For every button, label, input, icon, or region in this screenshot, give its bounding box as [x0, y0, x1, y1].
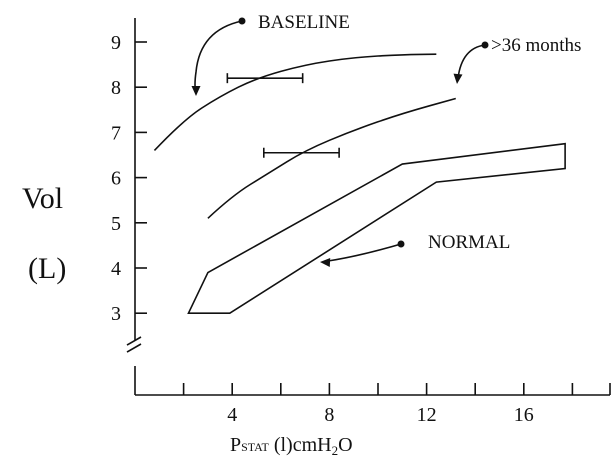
y-tick-label: 4	[111, 258, 121, 280]
y-tick-label: 5	[111, 213, 121, 235]
baseline-curve	[153, 53, 437, 152]
annotation-arrows	[191, 17, 489, 267]
x-axis-label-rest: (l)cmH	[268, 434, 332, 456]
annotation-arrow-normal	[327, 243, 402, 262]
x-axis-label-main: P	[230, 434, 242, 456]
y-axis-label-line1: Vol	[22, 182, 64, 215]
annotation-36-months: >36 months	[491, 35, 582, 56]
y-tick-label: 3	[111, 303, 121, 325]
arrowhead-normal	[320, 258, 331, 267]
y-axis-ticks: 3 4 5 6 7 8 9	[111, 32, 147, 325]
x-tick-label: 12	[417, 404, 437, 426]
x-axis-label-end: O	[338, 434, 353, 456]
annotation-arrow-baseline	[194, 20, 243, 94]
x-tick-label: 16	[514, 404, 534, 426]
x-axis-label-subscript: STAT	[241, 440, 269, 454]
normal-band-group	[187, 142, 566, 315]
over-36-months-curve	[207, 97, 456, 219]
annotation-arrow-36-months	[457, 44, 486, 79]
series-lines	[153, 53, 456, 219]
x-tick-label: 8	[324, 404, 334, 426]
y-axis-break-mark-1	[126, 336, 142, 346]
arrowhead-36-months	[453, 73, 463, 84]
y-axis-break-mark-2	[126, 343, 142, 353]
y-tick-label: 7	[111, 122, 121, 144]
y-axis-label-line2: (L)	[28, 252, 67, 285]
y-tick-label: 6	[111, 168, 121, 190]
arrowhead-baseline	[191, 86, 201, 96]
x-axis-label: PSTAT (l)cmH2O	[230, 434, 353, 458]
annotation-baseline: BASELINE	[258, 12, 350, 33]
x-axis-ticks: 4 8 12 16	[182, 383, 574, 426]
error-bars	[226, 73, 340, 158]
axes	[126, 18, 611, 396]
normal-band	[187, 142, 566, 315]
x-axis-label-subscript-2: 2	[331, 443, 339, 458]
annotation-normal: NORMAL	[428, 232, 511, 253]
x-tick-label: 4	[227, 404, 237, 426]
y-tick-label: 8	[111, 77, 121, 99]
y-tick-label: 9	[111, 32, 121, 54]
